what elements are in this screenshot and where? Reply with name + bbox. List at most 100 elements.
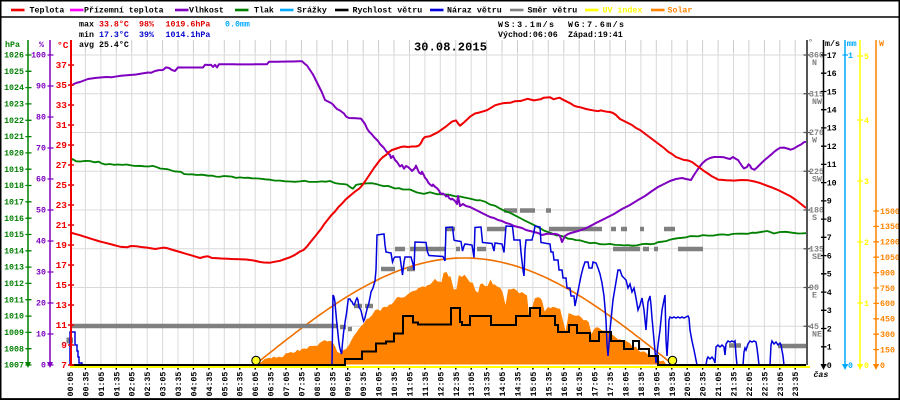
svg-text:21:05: 21:05 <box>715 372 724 397</box>
svg-text:1200: 1200 <box>880 239 900 248</box>
svg-text:98%: 98% <box>139 21 154 30</box>
svg-text:4: 4 <box>827 289 832 298</box>
svg-text:180: 180 <box>809 207 824 216</box>
svg-text:300: 300 <box>880 331 895 340</box>
svg-text:750: 750 <box>880 285 895 294</box>
svg-text:min: min <box>79 30 94 40</box>
svg-text:10:35: 10:35 <box>391 372 400 397</box>
svg-text:Směr větru: Směr větru <box>528 6 578 16</box>
svg-text:NE: NE <box>812 330 822 339</box>
svg-text:22:05: 22:05 <box>746 372 755 397</box>
svg-text:mm: mm <box>847 40 857 49</box>
svg-text:315: 315 <box>809 90 824 99</box>
svg-text:17:05: 17:05 <box>592 372 601 397</box>
svg-text:1050: 1050 <box>880 254 900 263</box>
svg-text:02:35: 02:35 <box>144 372 153 397</box>
svg-text:60: 60 <box>36 176 46 185</box>
svg-text:19:35: 19:35 <box>669 372 678 397</box>
svg-text:27: 27 <box>56 160 68 171</box>
svg-text:05:35: 05:35 <box>237 372 246 397</box>
svg-text:W: W <box>812 137 817 146</box>
svg-text:00:35: 00:35 <box>82 372 91 397</box>
svg-text:N: N <box>812 59 817 68</box>
svg-text:50: 50 <box>36 207 46 216</box>
svg-text:40: 40 <box>36 238 46 247</box>
svg-text:11: 11 <box>56 320 68 331</box>
svg-text:Náraz větru: Náraz větru <box>447 6 502 16</box>
svg-text:Srážky: Srážky <box>297 6 327 16</box>
svg-text:90: 90 <box>809 284 819 293</box>
svg-text:900: 900 <box>880 269 895 278</box>
svg-text:31: 31 <box>56 120 68 131</box>
svg-text:1015: 1015 <box>4 231 24 240</box>
svg-text:Západ:19:41: Západ:19:41 <box>568 30 623 40</box>
svg-text:čas: čas <box>814 370 829 380</box>
svg-text:1014.1hPa: 1014.1hPa <box>166 30 211 40</box>
svg-text:05:05: 05:05 <box>221 372 230 397</box>
svg-text:3: 3 <box>827 307 832 316</box>
svg-text:07:35: 07:35 <box>298 372 307 397</box>
svg-text:1019.6hPa: 1019.6hPa <box>166 20 211 30</box>
svg-text:20:05: 20:05 <box>684 372 693 397</box>
svg-text:08:05: 08:05 <box>314 372 323 397</box>
svg-text:1019: 1019 <box>4 166 24 175</box>
svg-text:07:05: 07:05 <box>283 372 292 397</box>
svg-text:21: 21 <box>56 220 68 231</box>
svg-text:max: max <box>79 21 94 30</box>
svg-text:600: 600 <box>880 300 895 309</box>
svg-text:25.4°C: 25.4°C <box>99 41 129 50</box>
svg-text:01:35: 01:35 <box>113 372 122 397</box>
svg-text:Tlak: Tlak <box>254 6 274 16</box>
svg-text:20: 20 <box>36 300 46 309</box>
svg-text:150: 150 <box>880 346 895 355</box>
svg-text:0: 0 <box>41 362 46 371</box>
svg-text:5: 5 <box>864 53 869 62</box>
svg-text:avg: avg <box>79 41 94 50</box>
svg-text:22:35: 22:35 <box>761 372 770 397</box>
svg-text:18:05: 18:05 <box>623 372 632 397</box>
svg-text:WG:7.6m/s: WG:7.6m/s <box>568 20 625 30</box>
svg-text:1350: 1350 <box>880 223 900 232</box>
svg-text:S: S <box>812 214 817 223</box>
svg-text:1014: 1014 <box>4 247 24 256</box>
svg-text:20:35: 20:35 <box>700 372 709 397</box>
svg-text:%: % <box>39 41 44 50</box>
svg-text:1: 1 <box>864 300 869 309</box>
svg-text:E: E <box>812 292 817 301</box>
svg-text:W: W <box>879 40 884 49</box>
svg-text:1: 1 <box>848 52 853 61</box>
svg-text:37: 37 <box>56 60 68 71</box>
svg-text:1013: 1013 <box>4 264 24 273</box>
svg-text:1023: 1023 <box>4 101 24 110</box>
svg-text:15:35: 15:35 <box>545 372 554 397</box>
svg-text:14: 14 <box>827 107 837 116</box>
svg-text:14:35: 14:35 <box>515 372 524 397</box>
svg-text:hPa: hPa <box>5 40 20 50</box>
svg-text:19:05: 19:05 <box>653 372 662 397</box>
svg-text:13: 13 <box>56 300 68 311</box>
svg-text:1025: 1025 <box>4 68 24 77</box>
svg-text:70: 70 <box>36 145 46 154</box>
svg-text:6: 6 <box>827 252 832 261</box>
svg-text:0: 0 <box>827 362 832 371</box>
svg-text:16:05: 16:05 <box>561 372 570 397</box>
svg-text:14:05: 14:05 <box>499 372 508 397</box>
svg-text:2: 2 <box>864 239 869 248</box>
svg-text:1021: 1021 <box>4 133 24 142</box>
svg-text:17: 17 <box>56 260 68 271</box>
svg-text:°C: °C <box>57 40 69 51</box>
svg-text:1024: 1024 <box>4 84 24 93</box>
svg-text:1012: 1012 <box>4 280 24 289</box>
svg-text:16:35: 16:35 <box>576 372 585 397</box>
svg-text:1016: 1016 <box>4 215 24 224</box>
svg-text:15: 15 <box>827 88 837 97</box>
svg-text:18:35: 18:35 <box>638 372 647 397</box>
svg-text:0: 0 <box>864 362 869 371</box>
svg-text:1017: 1017 <box>4 198 24 207</box>
svg-text:Solar: Solar <box>668 6 693 16</box>
svg-text:12: 12 <box>827 143 837 152</box>
svg-text:1020: 1020 <box>4 150 24 159</box>
svg-text:35: 35 <box>56 80 68 91</box>
svg-text:4: 4 <box>864 117 869 126</box>
svg-text:1026: 1026 <box>4 52 24 61</box>
